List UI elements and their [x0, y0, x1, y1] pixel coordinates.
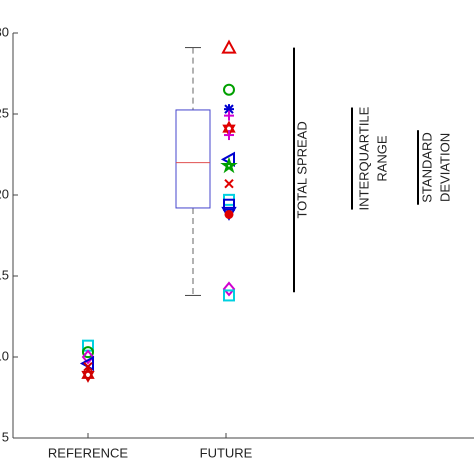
marker-shape [81, 370, 95, 383]
marker-stroke [224, 104, 234, 114]
data-point [223, 289, 235, 302]
data-point [83, 362, 93, 372]
data-point [220, 156, 238, 174]
x-tick-label: REFERENCE [48, 445, 129, 460]
data-point [224, 104, 234, 115]
marker-stroke [224, 178, 234, 189]
marker-shape [82, 346, 94, 359]
y-tick-label: 5 [2, 429, 9, 444]
marker-shape [81, 349, 95, 365]
y-tick-label: 25 [0, 105, 9, 120]
marker-shape [221, 39, 237, 54]
data-point [224, 130, 234, 141]
marker-shape [223, 289, 235, 302]
y-tick-label: 10 [0, 348, 9, 363]
x-tick-label: FUTURE [200, 445, 253, 460]
marker-shape [81, 366, 95, 379]
data-point [224, 209, 234, 219]
data-point [221, 39, 237, 54]
annotation-text: DEVIATION [437, 133, 452, 202]
marker-shape [223, 83, 235, 96]
data-point [223, 83, 235, 96]
data-point [222, 281, 236, 297]
data-point [82, 346, 94, 359]
y-tick-label: 20 [0, 186, 9, 201]
annotation-text: STANDARD [419, 132, 434, 203]
marker-shape [223, 198, 235, 211]
data-point [224, 110, 234, 121]
box [175, 109, 211, 209]
annotation-text: RANGE [374, 135, 389, 182]
marker-shape [224, 209, 234, 219]
data-point [81, 366, 95, 383]
marker-shape [220, 156, 238, 174]
data-point [224, 178, 234, 189]
data-point [81, 349, 95, 365]
annotation-text: INTERQUARTILE [356, 106, 371, 210]
y-tick-label: 15 [0, 267, 9, 282]
marker-shape [222, 281, 236, 297]
marker-stroke [83, 362, 93, 372]
data-point [223, 198, 235, 211]
y-tick-label: 30 [0, 24, 9, 39]
marker-shape [222, 124, 236, 137]
annotation-text: TOTAL SPREAD [294, 121, 309, 218]
